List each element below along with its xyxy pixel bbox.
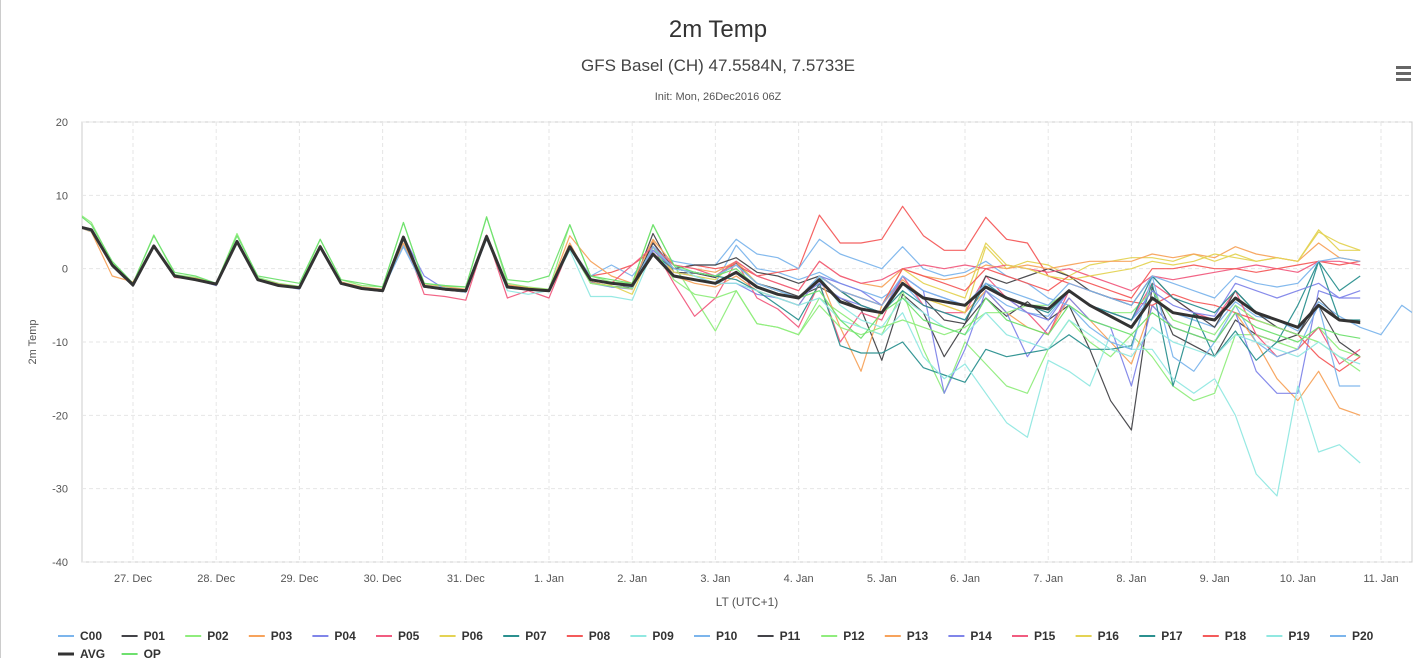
y-tick-label: 0 <box>62 264 68 276</box>
hamburger-menu-icon[interactable] <box>1394 64 1414 84</box>
y-tick-label: -10 <box>52 337 68 349</box>
legend-item-p01[interactable]: P01 <box>121 629 166 643</box>
legend-label: P19 <box>1288 629 1310 643</box>
series-line-op <box>82 216 1361 343</box>
legend-item-p08[interactable]: P08 <box>566 629 611 643</box>
legend-label: OP <box>144 647 161 658</box>
legend-item-p12[interactable]: P12 <box>821 629 865 643</box>
legend-label: P08 <box>589 629 611 643</box>
x-tick-label: 3. Jan <box>700 573 730 585</box>
chart-title: 2m Temp <box>668 16 768 43</box>
x-axis-title: LT (UTC+1) <box>716 595 779 609</box>
x-tick-label: 28. Dec <box>197 573 235 585</box>
legend-label: P10 <box>716 629 738 643</box>
legend-label: P13 <box>907 629 929 643</box>
series-line-avg <box>82 225 1361 329</box>
x-tick-label: 4. Jan <box>784 573 814 585</box>
legend-item-p20[interactable]: P20 <box>1330 629 1374 643</box>
legend-label: P17 <box>1161 629 1183 643</box>
left-border <box>0 0 1 658</box>
x-tick-label: 29. Dec <box>280 573 318 585</box>
chart-init-text: Init: Mon, 26Dec2016 06Z <box>654 91 782 103</box>
y-tick-label: 10 <box>56 190 68 202</box>
legend-item-p03[interactable]: P03 <box>248 629 293 643</box>
legend-item-p17[interactable]: P17 <box>1139 629 1183 643</box>
y-tick-label: -30 <box>52 484 68 496</box>
x-tick-label: 11. Jan <box>1363 573 1398 585</box>
legend-item-p19[interactable]: P19 <box>1266 629 1310 643</box>
legend-label: P15 <box>1034 629 1056 643</box>
x-tick-label: 5. Jan <box>867 573 897 585</box>
legend-label: P01 <box>144 629 166 643</box>
legend-label: AVG <box>80 647 105 658</box>
legend-label: P20 <box>1352 629 1374 643</box>
legend-item-p06[interactable]: P06 <box>439 629 484 643</box>
legend-item-p04[interactable]: P04 <box>312 629 356 643</box>
legend-label: P05 <box>398 629 420 643</box>
legend-item-avg[interactable]: AVG <box>58 647 105 658</box>
y-tick-label: -20 <box>52 410 68 422</box>
legend-label: P07 <box>525 629 547 643</box>
chart-subtitle: GFS Basel (CH) 47.5584N, 7.5733E <box>580 56 856 75</box>
legend-label: P11 <box>780 629 801 643</box>
legend-item-p05[interactable]: P05 <box>376 629 420 643</box>
legend-label: P02 <box>207 629 229 643</box>
legend-item-p15[interactable]: P15 <box>1012 629 1056 643</box>
y-tick-label: -40 <box>52 557 68 569</box>
legend-label: P03 <box>271 629 293 643</box>
legend-item-p07[interactable]: P07 <box>503 629 547 643</box>
x-tick-label: 7. Jan <box>1033 573 1063 585</box>
x-tick-label: 2. Jan <box>617 573 647 585</box>
legend-item-p09[interactable]: P09 <box>630 629 674 643</box>
x-tick-label: 9. Jan <box>1200 573 1230 585</box>
x-tick-label: 6. Jan <box>950 573 980 585</box>
legend-item-p13[interactable]: P13 <box>884 629 929 643</box>
y-axis-title: 2m Temp <box>27 319 39 364</box>
legend-item-c00[interactable]: C00 <box>58 629 102 643</box>
x-tick-label: 8. Jan <box>1116 573 1146 585</box>
legend-label: P16 <box>1098 629 1120 643</box>
x-tick-label: 1. Jan <box>534 573 564 585</box>
legend-item-p11[interactable]: P11 <box>757 629 801 643</box>
series-group <box>82 205 1412 497</box>
x-tick-label: 27. Dec <box>114 573 152 585</box>
legend-item-p16[interactable]: P16 <box>1075 629 1120 643</box>
legend-label: P14 <box>970 629 992 643</box>
x-tick-label: 31. Dec <box>447 573 485 585</box>
x-tick-label: 10. Jan <box>1280 573 1316 585</box>
legend-item-op[interactable]: OP <box>121 647 161 658</box>
legend-label: P12 <box>843 629 865 643</box>
legend-label: P06 <box>462 629 484 643</box>
legend-label: P09 <box>652 629 674 643</box>
legend-item-p18[interactable]: P18 <box>1202 629 1247 643</box>
legend-item-p10[interactable]: P10 <box>694 629 738 643</box>
legend-item-p02[interactable]: P02 <box>185 629 229 643</box>
y-tick-label: 20 <box>56 117 68 129</box>
legend-label: P18 <box>1225 629 1247 643</box>
legend-label: C00 <box>80 629 102 643</box>
x-tick-label: 30. Dec <box>364 573 402 585</box>
legend-label: P04 <box>334 629 356 643</box>
legend-item-p14[interactable]: P14 <box>948 629 992 643</box>
